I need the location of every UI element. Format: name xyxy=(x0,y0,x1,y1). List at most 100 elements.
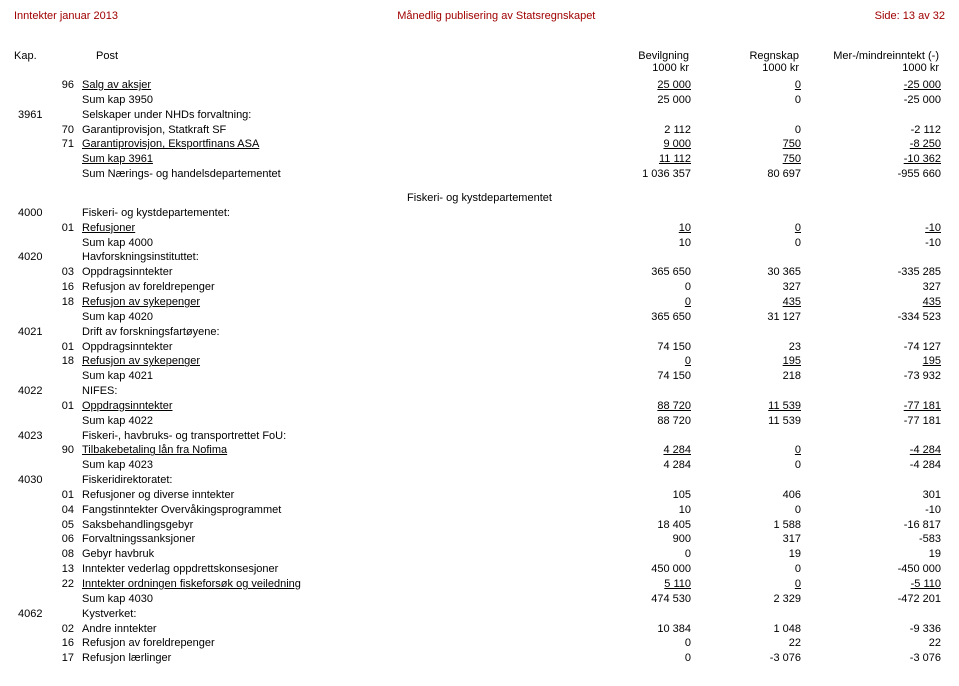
cell-bevilgning: 10 xyxy=(585,221,695,236)
cell-post xyxy=(48,607,78,622)
cell-kap: 4030 xyxy=(14,473,48,488)
cell-regnskap: 0 xyxy=(695,458,805,473)
cell-kap xyxy=(14,532,48,547)
cell-post: 04 xyxy=(48,503,78,518)
cell-desc: Sum kap 3950 xyxy=(78,93,585,108)
cell-desc: Sum kap 4000 xyxy=(78,236,585,251)
cell-desc: Oppdragsinntekter xyxy=(78,265,585,280)
cell-desc: Inntekter ordningen fiskeforsøk og veile… xyxy=(78,577,585,592)
cell-post: 01 xyxy=(48,399,78,414)
cell-desc: Fiskeri-, havbruks- og transportrettet F… xyxy=(78,429,585,444)
cell-bevilgning: 0 xyxy=(585,636,695,651)
cell-mermindre: -10 xyxy=(805,503,945,518)
cell-mermindre: -74 127 xyxy=(805,340,945,355)
cell-kap: 4022 xyxy=(14,384,48,399)
cell-desc: Sum kap 3961 xyxy=(78,152,585,167)
cell-regnskap: 30 365 xyxy=(695,265,805,280)
table-row: 4023Fiskeri-, havbruks- og transportrett… xyxy=(14,429,945,444)
table-row: 08Gebyr havbruk01919 xyxy=(14,547,945,562)
cell-mermindre: -334 523 xyxy=(805,310,945,325)
cell-post xyxy=(48,206,78,221)
cell-kap xyxy=(14,236,48,251)
cell-regnskap: 750 xyxy=(695,152,805,167)
cell-mermindre: -2 112 xyxy=(805,123,945,138)
cell-post xyxy=(48,93,78,108)
cell-bevilgning: 74 150 xyxy=(585,340,695,355)
header-right: Side: 13 av 32 xyxy=(875,10,945,22)
cell-mermindre: -583 xyxy=(805,532,945,547)
cell-post: 06 xyxy=(48,532,78,547)
cell-desc: Fiskeridirektoratet: xyxy=(78,473,585,488)
cell-mermindre xyxy=(805,108,945,123)
cell-desc: Refusjon av foreldrepenger xyxy=(78,636,585,651)
table-row: 03Oppdragsinntekter365 65030 365-335 285 xyxy=(14,265,945,280)
cell-bevilgning: 4 284 xyxy=(585,458,695,473)
cell-regnskap: 0 xyxy=(695,236,805,251)
cell-regnskap: 218 xyxy=(695,369,805,384)
cell-desc: Refusjon av foreldrepenger xyxy=(78,280,585,295)
cell-mermindre: -16 817 xyxy=(805,518,945,533)
cell-kap xyxy=(14,636,48,651)
cell-bevilgning: 9 000 xyxy=(585,137,695,152)
cell-bevilgning: 2 112 xyxy=(585,123,695,138)
cell-regnskap: 80 697 xyxy=(695,167,805,182)
table-row: Sum kap 4000100-10 xyxy=(14,236,945,251)
cell-mermindre: -73 932 xyxy=(805,369,945,384)
cell-bevilgning xyxy=(585,384,695,399)
table-row: 18Refusjon av sykepenger0195195 xyxy=(14,354,945,369)
cell-post xyxy=(48,592,78,607)
cell-regnskap xyxy=(695,250,805,265)
cell-kap xyxy=(14,369,48,384)
cell-bevilgning: 18 405 xyxy=(585,518,695,533)
cell-regnskap: 750 xyxy=(695,137,805,152)
cell-kap xyxy=(14,488,48,503)
cell-mermindre: -4 284 xyxy=(805,458,945,473)
header-center: Månedlig publisering av Statsregnskapet xyxy=(397,10,595,22)
cell-bevilgning xyxy=(585,108,695,123)
cell-mermindre: -450 000 xyxy=(805,562,945,577)
cell-mermindre: -3 076 xyxy=(805,651,945,666)
cell-bevilgning xyxy=(585,250,695,265)
table-row: Sum kap 402174 150218-73 932 xyxy=(14,369,945,384)
cell-regnskap: 1 588 xyxy=(695,518,805,533)
cell-mermindre: 435 xyxy=(805,295,945,310)
cell-desc: Fiskeri- og kystdepartementet: xyxy=(78,206,585,221)
cell-post xyxy=(48,384,78,399)
cell-bevilgning: 0 xyxy=(585,295,695,310)
cell-bevilgning: 25 000 xyxy=(585,78,695,93)
table-row: Sum kap 4020365 65031 127-334 523 xyxy=(14,310,945,325)
cell-kap xyxy=(14,265,48,280)
cell-regnskap: 406 xyxy=(695,488,805,503)
cell-desc: Sum kap 4022 xyxy=(78,414,585,429)
cell-post: 03 xyxy=(48,265,78,280)
cell-kap xyxy=(14,354,48,369)
cell-post: 16 xyxy=(48,636,78,651)
cell-mermindre: -77 181 xyxy=(805,414,945,429)
cell-mermindre xyxy=(805,607,945,622)
table-row: 01Oppdragsinntekter74 15023-74 127 xyxy=(14,340,945,355)
cell-bevilgning: 365 650 xyxy=(585,265,695,280)
table-row: 4020Havforskningsinstituttet: xyxy=(14,250,945,265)
cell-desc: Forvaltningssanksjoner xyxy=(78,532,585,547)
colhdr-post: Post xyxy=(94,50,118,62)
cell-kap xyxy=(14,399,48,414)
cell-desc: Salg av aksjer xyxy=(78,78,585,93)
cell-mermindre xyxy=(805,384,945,399)
cell-desc: Oppdragsinntekter xyxy=(78,340,585,355)
cell-bevilgning: 1 036 357 xyxy=(585,167,695,182)
cell-kap xyxy=(14,458,48,473)
header-left: Inntekter januar 2013 xyxy=(14,10,118,22)
cell-post xyxy=(48,429,78,444)
cell-mermindre: -77 181 xyxy=(805,399,945,414)
cell-desc: Kystverket: xyxy=(78,607,585,622)
cell-kap xyxy=(14,562,48,577)
cell-kap: 3961 xyxy=(14,108,48,123)
cell-kap xyxy=(14,651,48,666)
cell-regnskap: 2 329 xyxy=(695,592,805,607)
cell-regnskap: 435 xyxy=(695,295,805,310)
cell-post: 22 xyxy=(48,577,78,592)
cell-kap xyxy=(14,137,48,152)
cell-desc: Refusjoner og diverse inntekter xyxy=(78,488,585,503)
cell-post: 17 xyxy=(48,651,78,666)
cell-post: 18 xyxy=(48,295,78,310)
